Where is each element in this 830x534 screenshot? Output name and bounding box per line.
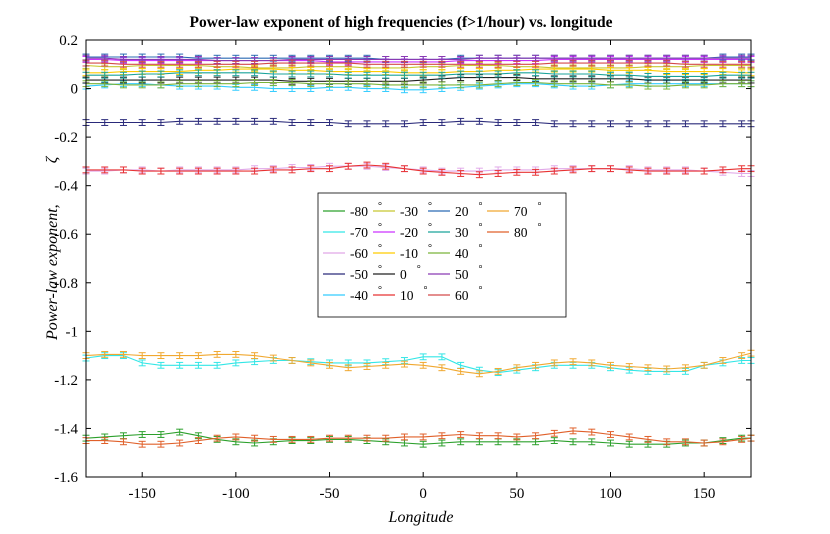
series-40	[82, 79, 755, 90]
legend-label: -50	[350, 267, 368, 282]
legend-entry-80: 80 °	[487, 222, 542, 240]
series--40	[82, 80, 755, 94]
x-tick-label: 100	[599, 486, 622, 502]
legend-entry-50: 50 °	[428, 264, 483, 282]
legend-degree: °	[378, 201, 382, 212]
series--60	[82, 162, 755, 177]
legend-entry--80: -80 °	[323, 201, 382, 219]
legend-label: -10	[400, 246, 418, 261]
legend-degree: °	[378, 222, 382, 233]
legend: -80 °-70 °-60 °-50 °-40 °-30 °-20 °-10 °0 °10 °20 °…	[317, 192, 567, 318]
legend-degree: °	[479, 285, 483, 296]
series-70	[82, 349, 755, 378]
y-tick-label: 0.2	[59, 33, 78, 49]
legend-entry-0: 0 °	[373, 264, 421, 282]
legend-label: 40	[455, 246, 469, 261]
legend-label: -70	[350, 225, 368, 240]
legend-degree: °	[378, 285, 382, 296]
ticks-layer: -150 -100 -50 0 50 100 1500.20-0.2-0.4-0.6-0.8…	[54, 33, 751, 502]
x-tick-label: 50	[509, 486, 524, 502]
y-tick-label: 0	[71, 82, 79, 98]
y-tick-label: -0.2	[54, 130, 78, 146]
legend-label: 30	[455, 225, 469, 240]
legend-label: -80	[350, 204, 368, 219]
legend-label: 20	[455, 204, 469, 219]
legend-degree: °	[479, 222, 483, 233]
plot-frame	[85, 39, 752, 478]
y-tick-label: -1.2	[54, 373, 78, 389]
legend-entry--40: -40 °	[323, 285, 382, 303]
series-30	[82, 69, 755, 80]
legend-label: 60	[455, 288, 469, 303]
legend-entry--20: -20 °	[373, 222, 432, 240]
legend-label: -60	[350, 246, 368, 261]
y-tick-label: -1	[66, 324, 79, 340]
legend-degree: °	[538, 201, 542, 212]
legend-box	[317, 192, 567, 318]
legend-label: 80	[514, 225, 528, 240]
legend-degree: °	[428, 222, 432, 233]
series--10	[82, 65, 755, 77]
legend-label: 10	[400, 288, 414, 303]
y-axis-label: Power-law exponent,	[44, 204, 61, 341]
legend-entry--30: -30 °	[373, 201, 432, 219]
y-axis-label-group: Power-law exponent,	[44, 204, 61, 341]
legend-degree: °	[424, 285, 428, 296]
legend-entry-60: 60 °	[428, 285, 483, 303]
y-tick-label: -0.6	[54, 227, 78, 243]
legend-entry--60: -60 °	[323, 243, 382, 261]
legend-degree: °	[479, 243, 483, 254]
legend-entry-70: 70 °	[487, 201, 542, 219]
x-tick-label: -50	[320, 486, 340, 502]
legend-label: -40	[350, 288, 368, 303]
x-tick-label: -100	[222, 486, 250, 502]
legend-entry-30: 30 °	[428, 222, 483, 240]
legend-entry-20: 20 °	[428, 201, 483, 219]
x-tick-label: 0	[419, 486, 427, 502]
legend-entry-40: 40 °	[428, 243, 483, 261]
legend-degree: °	[378, 264, 382, 275]
legend-entry-10: 10 °	[373, 285, 428, 303]
y-tick-label: -0.4	[54, 179, 78, 195]
x-axis-label: Longitude	[388, 509, 454, 526]
legend-entry--70: -70 °	[323, 222, 382, 240]
y-axis-symbol: ζ	[44, 155, 61, 163]
y-tick-label: -1.6	[54, 470, 78, 486]
legend-degree: °	[538, 222, 542, 233]
legend-degree: °	[417, 264, 421, 275]
series-60	[82, 59, 755, 68]
legend-degree: °	[479, 201, 483, 212]
legend-degree: °	[378, 243, 382, 254]
y-tick-label: -1.4	[54, 421, 78, 437]
legend-label: 70	[514, 204, 528, 219]
legend-label: -30	[400, 204, 418, 219]
legend-label: 0	[400, 267, 407, 282]
legend-degree: °	[428, 201, 432, 212]
legend-entry--50: -50 °	[323, 264, 382, 282]
series-80	[82, 427, 755, 448]
legend-degree: °	[479, 264, 483, 275]
x-tick-label: 150	[693, 486, 716, 502]
legend-label: -20	[400, 225, 418, 240]
series-layer	[82, 53, 755, 448]
series-line	[86, 120, 751, 125]
y-tick-label: -0.8	[54, 276, 78, 292]
x-tick-label: -150	[128, 486, 156, 502]
y-axis-symbol-group: ζ	[44, 155, 61, 163]
series--50	[82, 117, 755, 128]
legend-entry--10: -10 °	[373, 243, 432, 261]
legend-degree: °	[428, 243, 432, 254]
series--80	[82, 428, 755, 448]
series-line	[85, 355, 751, 374]
chart-title: Power-law exponent of high frequencies (…	[189, 14, 612, 31]
legend-entries: -80 °-70 °-60 °-50 °-40 °-30 °-20 °-10 °0 °10 °20 °…	[323, 201, 542, 303]
legend-label: 50	[455, 267, 469, 282]
